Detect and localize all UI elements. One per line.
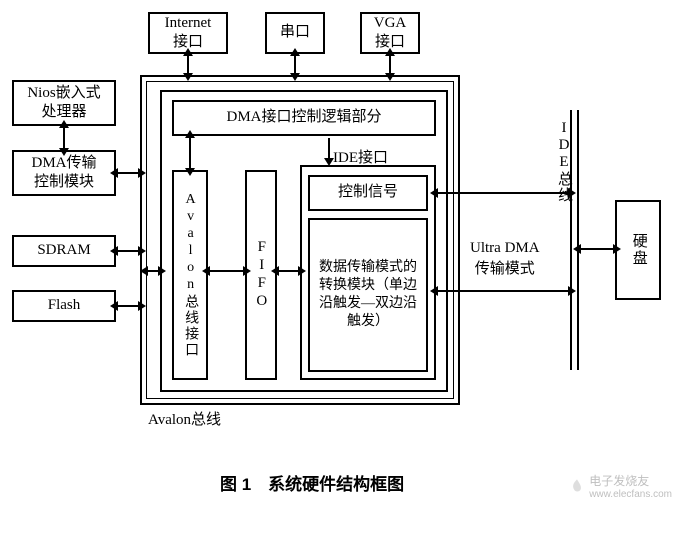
arr-dma-ide xyxy=(328,138,330,158)
arr-serial xyxy=(294,56,296,73)
box-flash: Flash xyxy=(12,290,116,322)
wm-url: www.elecfans.com xyxy=(589,489,672,500)
label-ide-if: IDE接口 xyxy=(333,146,388,167)
arr-dma-avalon xyxy=(189,138,191,168)
arr-data-idebus xyxy=(438,290,568,292)
box-disk: 硬盘 xyxy=(615,200,661,300)
box-ctrl-sig: 控制信号 xyxy=(308,175,428,211)
arr-dma-to-bus xyxy=(118,172,138,174)
figure-caption: 图 1 系统硬件结构框图 xyxy=(220,470,404,495)
arr-vga xyxy=(389,56,391,73)
arr-bus-inner xyxy=(148,270,158,272)
arr-avif-fifo xyxy=(210,270,243,272)
leaf-icon xyxy=(569,478,585,494)
arr-ctrl-idebus xyxy=(438,192,568,194)
arr-flash-to-bus xyxy=(118,305,138,307)
arr-idebus-disk xyxy=(581,248,613,250)
watermark: 电子发烧友 www.elecfans.com xyxy=(569,472,672,500)
box-sdram: SDRAM xyxy=(12,235,116,267)
wm-brand: 电子发烧友 xyxy=(589,472,672,489)
label-ide-bus: IDE总线 xyxy=(554,120,575,203)
arr-sdram-to-bus xyxy=(118,250,138,252)
arr-internet xyxy=(187,56,189,73)
label-ultra-dma: Ultra DMA 传输模式 xyxy=(470,240,540,278)
box-dma-module: DMA传输 控制模块 xyxy=(12,150,116,196)
box-data-mode: 数据传输模式的转换模块（单边沿触发—双边沿触发） xyxy=(308,218,428,372)
box-dma-logic: DMA接口控制逻辑部分 xyxy=(172,100,436,136)
arrow-nios-dma xyxy=(63,128,65,148)
disk-label: 硬盘 xyxy=(628,233,648,267)
label-avalon-bus: Avalon总线 xyxy=(148,408,221,429)
ide-bus-line2 xyxy=(577,110,579,370)
arr-fifo-ide xyxy=(279,270,298,272)
